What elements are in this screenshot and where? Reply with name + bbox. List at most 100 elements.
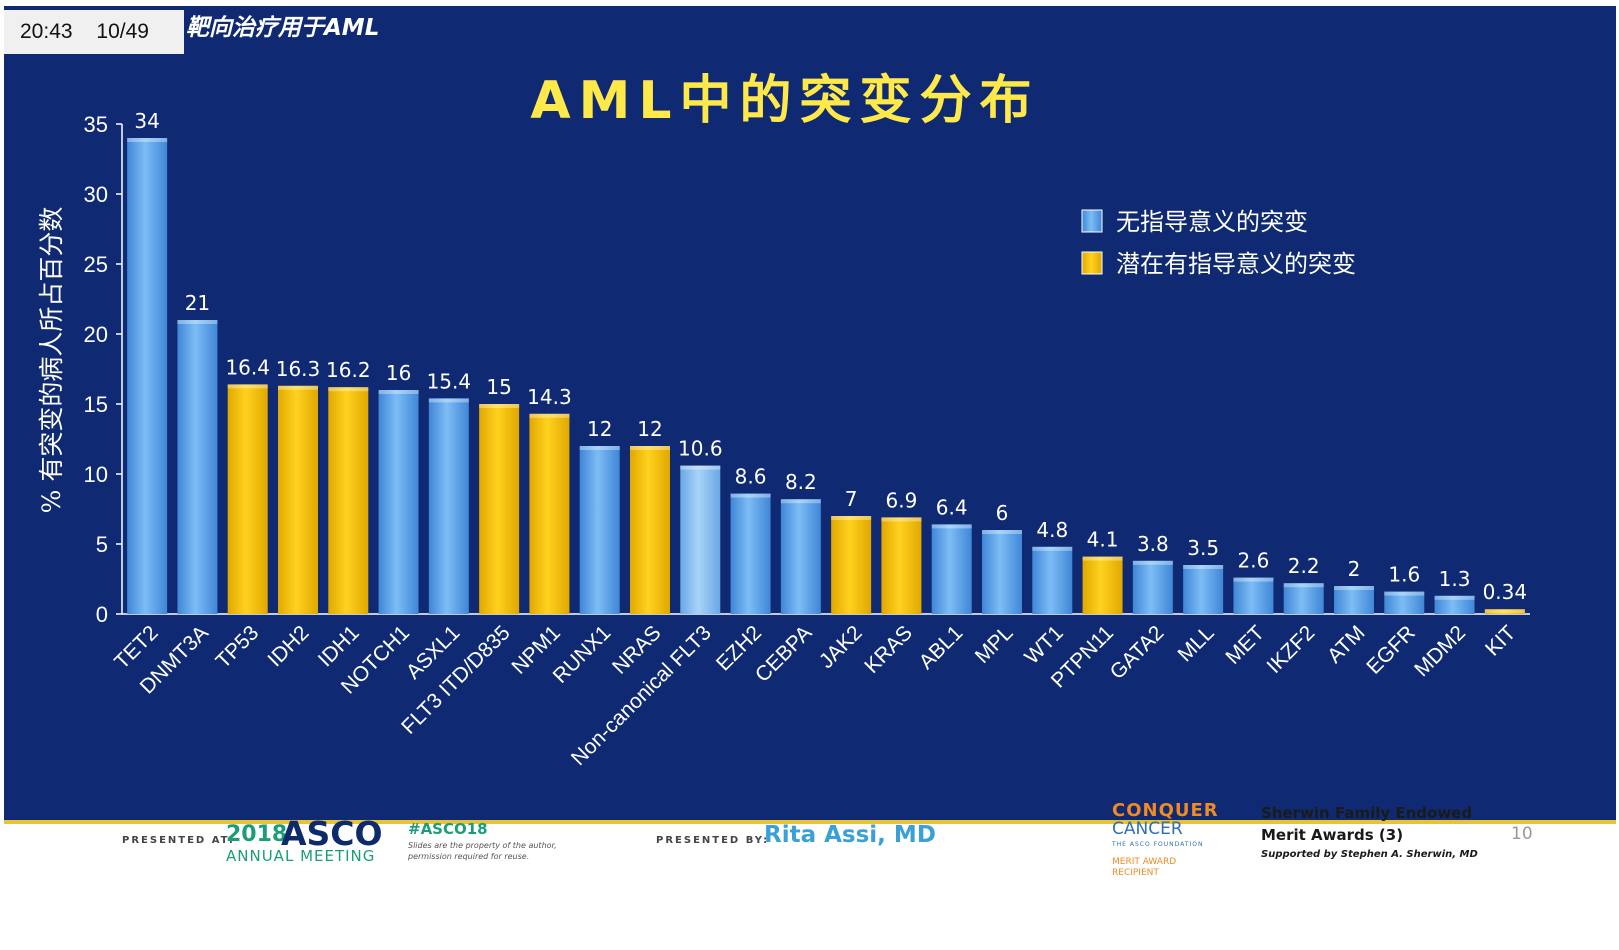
bar-asxl1: [428, 398, 469, 614]
bar-cap: [177, 320, 218, 324]
x-tick-label: IKZF2: [1263, 621, 1320, 678]
bar-runx1: [579, 446, 620, 614]
bar-mll: [1183, 565, 1224, 614]
bar-nras: [630, 446, 670, 614]
y-tick-label: 5: [96, 532, 108, 557]
bar-flt3-itd-d835: [479, 404, 520, 614]
value-label: 8.2: [785, 470, 817, 494]
bar-dnmt3a: [177, 320, 218, 614]
time-page-overlay: 20:43 10/49: [4, 10, 184, 54]
chart: AML中的突变分布 % 有突变的病人所占百分数 0 5 10 15 20 25 30 35 3…: [37, 71, 1530, 770]
chart-title: AML中的突变分布: [530, 71, 1039, 131]
value-label: 12: [587, 417, 612, 441]
y-tick-label: 10: [84, 462, 108, 487]
slide-footer: PRESENTED AT: 2018 ASCO ANNUAL MEETING #…: [0, 800, 1619, 950]
bar-cap: [1484, 609, 1525, 614]
presenter-name: Rita Assi, MD: [764, 822, 936, 848]
merit-line-1: MERIT AWARD: [1112, 857, 1177, 867]
value-label: 16.2: [326, 358, 371, 382]
bar-cap: [982, 530, 1022, 534]
slides-note-2: permission required for reuse.: [408, 852, 530, 861]
bar-cap: [1032, 546, 1073, 551]
x-tick-label: CEBPA: [751, 621, 817, 687]
bar-cap: [278, 385, 318, 390]
bar-cap: [680, 465, 721, 470]
value-label: 2: [1348, 557, 1361, 581]
y-tick-label: 35: [84, 112, 108, 137]
x-tick-label: ATM: [1323, 621, 1370, 668]
value-label: 16.3: [276, 357, 321, 381]
asco-year: 2018: [226, 822, 288, 847]
x-tick-label: EGFR: [1362, 621, 1420, 679]
bar-cap: [1233, 577, 1274, 582]
presented-by-label: PRESENTED BY:: [656, 835, 770, 846]
bar-cap: [1384, 591, 1425, 596]
bar-tet2: [127, 138, 168, 614]
bar-cap: [328, 387, 369, 392]
bar-met: [1233, 577, 1274, 614]
bar-atm: [1334, 586, 1374, 614]
bar-cap: [881, 517, 922, 522]
bar-cap: [630, 446, 670, 450]
bar-cap: [730, 493, 771, 498]
value-label: 3.8: [1137, 532, 1169, 556]
bar-ezh2: [730, 493, 771, 614]
bar-wt1: [1032, 546, 1073, 614]
conquer-line-3: THE ASCO FOUNDATION: [1112, 841, 1204, 848]
x-tick-label: MLL: [1174, 621, 1219, 666]
value-label: 15: [486, 375, 511, 399]
award-line-2: Merit Awards (3): [1261, 826, 1404, 844]
value-label: 16.4: [225, 355, 270, 379]
bar-ptpn11: [1082, 556, 1123, 614]
legend-swatch: [1081, 209, 1103, 233]
asco-meeting: ANNUAL MEETING: [226, 847, 376, 865]
value-label: 34: [134, 109, 159, 133]
bar-kras: [881, 517, 922, 614]
footer-divider: [4, 820, 1616, 824]
bar-cap: [831, 516, 872, 520]
bar-cap: [579, 446, 620, 450]
value-label: 6: [996, 501, 1009, 525]
value-label: 3.5: [1187, 536, 1219, 560]
value-label: 10.6: [678, 437, 723, 461]
x-tick-label: GATA2: [1106, 621, 1169, 684]
bar-cebpa: [780, 499, 821, 614]
award-line-3: Supported by Stephen A. Sherwin, MD: [1261, 849, 1478, 860]
page-readout: 10/49: [96, 20, 149, 43]
value-label: 1.3: [1439, 567, 1471, 591]
merit-line-2: RECIPIENT: [1112, 868, 1159, 878]
bar-gata2: [1132, 560, 1173, 614]
bar-non-canonical-flt3: [680, 465, 721, 614]
bar-cap: [780, 499, 821, 504]
x-tick-label: IDH2: [263, 621, 313, 671]
value-label: 6.4: [936, 495, 968, 519]
x-tick-label: JAK2: [815, 621, 867, 673]
bar-tp53: [227, 384, 268, 614]
value-label: 7: [845, 487, 858, 511]
bar-cap: [529, 413, 570, 418]
y-axis-label: % 有突变的病人所占百分数: [37, 207, 66, 514]
bar-abl1: [931, 524, 972, 614]
bar-cap: [479, 404, 520, 408]
bar-jak2: [831, 516, 872, 614]
conquer-line-1: CONQUER: [1112, 800, 1219, 821]
conquer-line-2: CANCER: [1112, 819, 1183, 839]
bar-cap: [1283, 583, 1324, 588]
bar-idh2: [278, 385, 318, 614]
y-tick-label: 30: [84, 182, 108, 207]
value-label: 0.34: [1483, 580, 1528, 604]
bar-cap: [1183, 565, 1224, 569]
y-tick-label: 20: [84, 322, 108, 347]
value-label: 4.1: [1087, 528, 1119, 552]
value-label: 2.6: [1238, 549, 1270, 573]
slide-background: [4, 6, 1616, 820]
award-line-1: Sherwin Family Endowed: [1261, 804, 1473, 822]
value-labels: 34 21 16.4 16.3 16.2 16 15.4 15 14.3 12 12 10.6 8.6 8…: [134, 109, 1527, 604]
value-label: 6.9: [886, 488, 918, 512]
value-label: 12: [637, 417, 662, 441]
bar-cap: [428, 398, 469, 403]
bar-cap: [378, 390, 419, 394]
value-label: 2.2: [1288, 554, 1320, 578]
